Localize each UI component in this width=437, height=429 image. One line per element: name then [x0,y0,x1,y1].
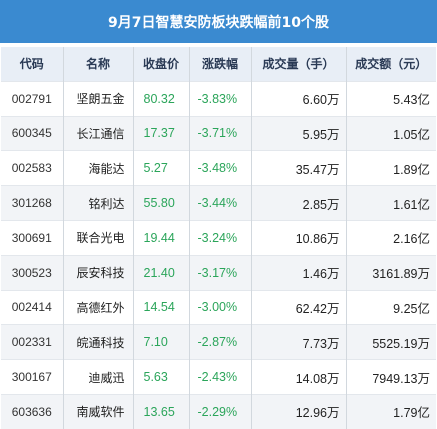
stock-name-cell: 高德红外 [63,289,134,325]
stock-code-cell: 600345 [1,115,64,151]
close-price-cell: 5.27 [133,150,190,186]
turnover-cell: 5525.19万 [346,324,436,360]
table-row: 301268 铭利达 55.80 -3.44% 2.85万 1.61亿 [1,185,436,221]
table-row: 002583 海能达 5.27 -3.48% 35.47万 1.89亿 [1,150,436,186]
volume-cell: 7.73万 [251,324,347,360]
close-price-cell: 14.54 [133,289,190,325]
turnover-cell: 1.79亿 [346,393,436,429]
turnover-cell: 1.61亿 [346,185,436,221]
stock-code-cell: 002414 [1,289,64,325]
stock-code-cell: 002331 [1,324,64,360]
change-pct-cell: -2.29% [189,393,252,429]
stock-code-cell: 002583 [1,150,64,186]
change-pct-cell: -3.24% [189,219,252,256]
header-row: 代码 名称 收盘价 涨跌幅 成交量（手） 成交额（元） [1,47,436,82]
column-header: 成交量（手） [251,47,347,82]
volume-cell: 35.47万 [251,150,347,186]
stock-name-cell: 辰安科技 [63,254,134,291]
close-price-cell: 21.40 [133,254,190,291]
column-header: 名称 [63,47,134,82]
turnover-cell: 1.89亿 [346,150,436,186]
change-pct-cell: -2.43% [189,359,252,395]
column-header: 代码 [1,47,64,82]
volume-cell: 14.08万 [251,359,347,395]
change-pct-cell: -2.87% [189,324,252,360]
close-price-cell: 17.37 [133,115,190,151]
stock-code-cell: 300167 [1,359,64,395]
table-row: 002414 高德红外 14.54 -3.00% 62.42万 9.25亿 [1,289,436,325]
volume-cell: 62.42万 [251,289,347,325]
stock-table: 代码 名称 收盘价 涨跌幅 成交量（手） 成交额（元） 002791 坚朗五金 80… [1,47,436,429]
stock-name-cell: 铭利达 [63,185,134,221]
table-row: 300167 迪威迅 5.63 -2.43% 14.08万 7949.13万 [1,359,436,395]
change-pct-cell: -3.17% [189,254,252,291]
stock-name-cell: 皖通科技 [63,324,134,360]
volume-cell: 2.85万 [251,185,347,221]
volume-cell: 12.96万 [251,393,347,429]
turnover-cell: 9.25亿 [346,289,436,325]
stock-name-cell: 坚朗五金 [63,80,134,117]
volume-cell: 6.60万 [251,80,347,117]
change-pct-cell: -3.44% [189,185,252,221]
close-price-cell: 55.80 [133,185,190,221]
column-header: 成交额（元） [346,47,436,82]
turnover-cell: 1.05亿 [346,115,436,151]
stock-name-cell: 海能达 [63,150,134,186]
stock-name-cell: 长江通信 [63,115,134,151]
table-row: 300691 联合光电 19.44 -3.24% 10.86万 2.16亿 [1,219,436,256]
stock-code-cell: 002791 [1,80,64,117]
turnover-cell: 7949.13万 [346,359,436,395]
chart-title: 9月7日智慧安防板块跌幅前10个股 [0,0,437,43]
stock-code-cell: 301268 [1,185,64,221]
turnover-cell: 3161.89万 [346,254,436,291]
column-header: 涨跌幅 [189,47,252,82]
table-row: 600345 长江通信 17.37 -3.71% 5.95万 1.05亿 [1,115,436,151]
close-price-cell: 5.63 [133,359,190,395]
close-price-cell: 80.32 [133,80,190,117]
close-price-cell: 19.44 [133,219,190,256]
volume-cell: 1.46万 [251,254,347,291]
table-row: 603636 南威软件 13.65 -2.29% 12.96万 1.79亿 [1,393,436,429]
stock-name-cell: 南威软件 [63,393,134,429]
close-price-cell: 7.10 [133,324,190,360]
volume-cell: 5.95万 [251,115,347,151]
turnover-cell: 5.43亿 [346,80,436,117]
change-pct-cell: -3.83% [189,80,252,117]
stock-code-cell: 300691 [1,219,64,256]
stock-name-cell: 迪威迅 [63,359,134,395]
table-row: 300523 辰安科技 21.40 -3.17% 1.46万 3161.89万 [1,254,436,291]
table-row: 002791 坚朗五金 80.32 -3.83% 6.60万 5.43亿 [1,80,436,117]
column-header: 收盘价 [133,47,190,82]
volume-cell: 10.86万 [251,219,347,256]
table-row: 002331 皖通科技 7.10 -2.87% 7.73万 5525.19万 [1,324,436,360]
stock-code-cell: 300523 [1,254,64,291]
close-price-cell: 13.65 [133,393,190,429]
stock-name-cell: 联合光电 [63,219,134,256]
stock-code-cell: 603636 [1,393,64,429]
change-pct-cell: -3.48% [189,150,252,186]
change-pct-cell: -3.71% [189,115,252,151]
change-pct-cell: -3.00% [189,289,252,325]
turnover-cell: 2.16亿 [346,219,436,256]
